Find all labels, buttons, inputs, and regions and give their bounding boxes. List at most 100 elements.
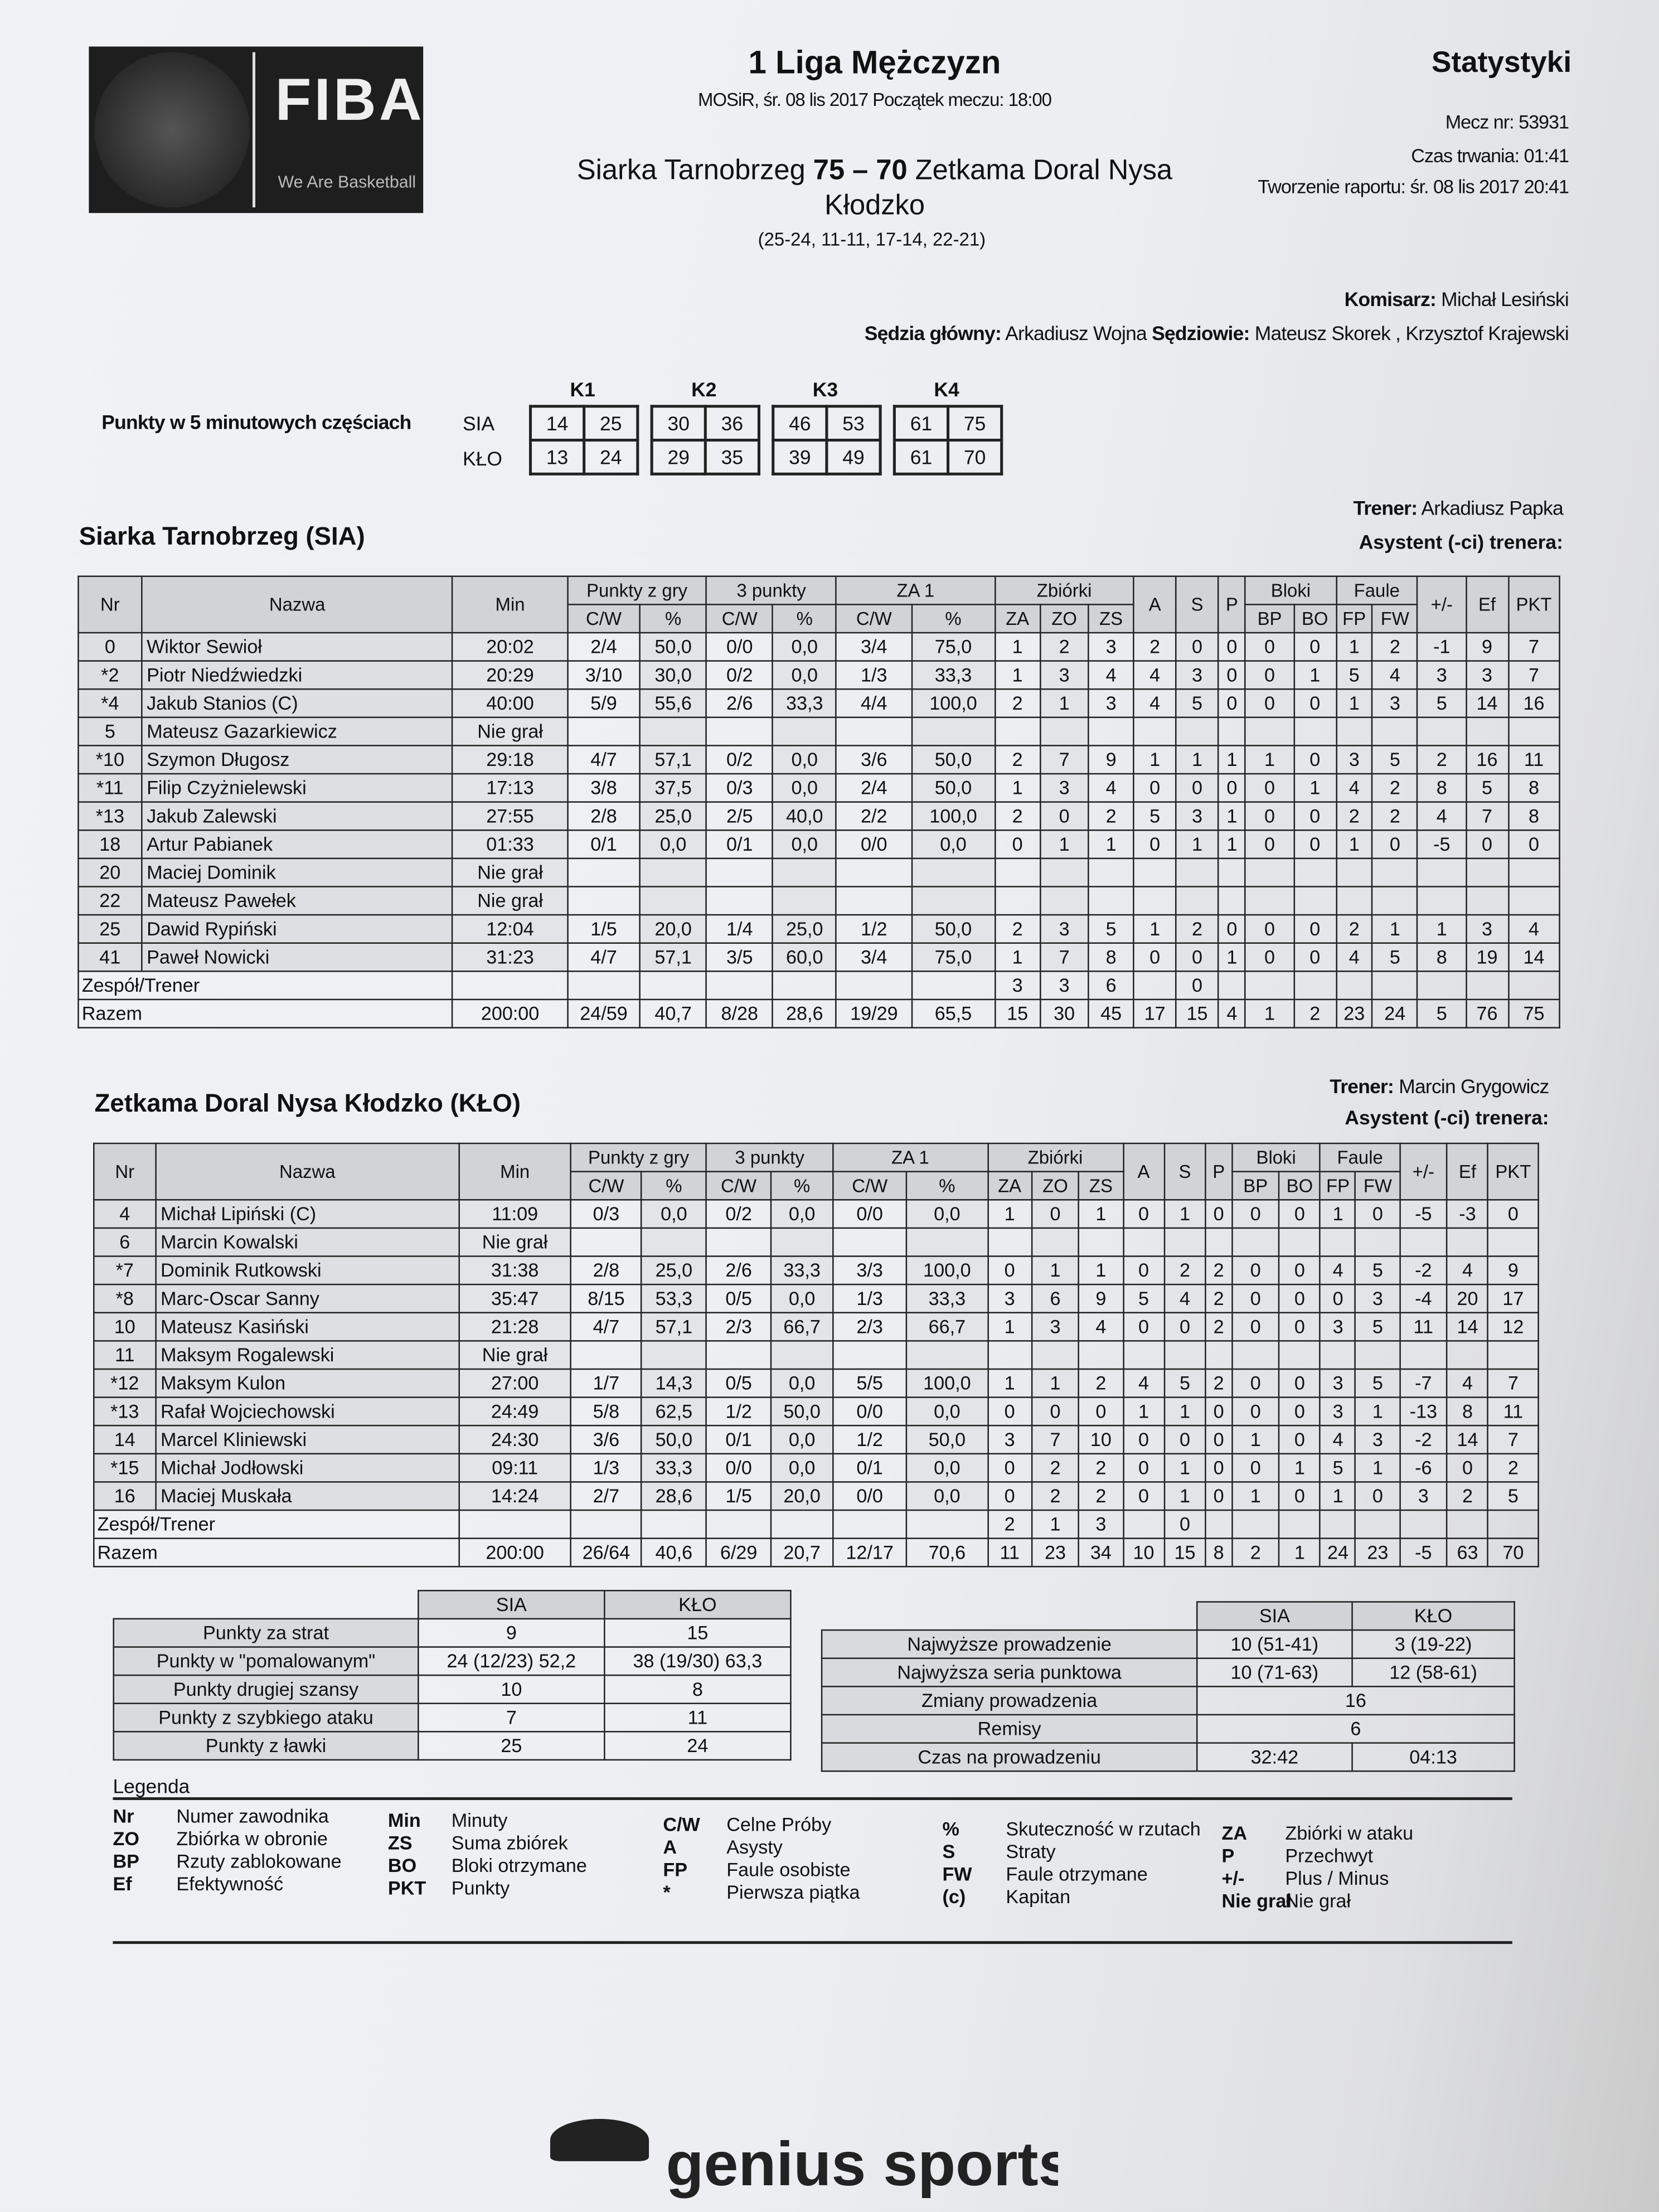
legend-key: ZA: [1221, 1822, 1248, 1844]
stat-cell: 2: [1371, 801, 1419, 831]
legend-text: Straty: [1006, 1841, 1056, 1862]
column-subheader: BP: [1244, 604, 1295, 634]
total-cell: 2: [1231, 1537, 1280, 1568]
stat-cell: 10: [1078, 1424, 1124, 1455]
column-header: PKT: [1487, 1142, 1539, 1201]
stat-cell: [1031, 1340, 1080, 1370]
stat-cell: 3: [987, 1283, 1033, 1313]
summary-row: Czas na prowadzeniu 32:42 04:13: [821, 1742, 1515, 1772]
stat-cell: 0: [1244, 632, 1295, 662]
stat-cell: 0/0: [832, 1481, 908, 1511]
stat-cell: [1371, 971, 1419, 1001]
stat-cell: 4: [1163, 1283, 1206, 1313]
stat-cell: [770, 1340, 834, 1370]
score-line: Siarka Tarnobrzeg 75 – 70 Zetkama Doral …: [543, 154, 1206, 225]
stat-cell: [1175, 857, 1219, 887]
stat-cell: 1: [987, 1199, 1033, 1229]
stat-cell: 2/7: [570, 1481, 643, 1511]
stat-cell: 0/0: [832, 1396, 908, 1427]
stat-cell: *4: [77, 688, 143, 719]
row-label: Remisy: [821, 1714, 1198, 1744]
player-name: Dawid Rypiński: [140, 914, 454, 944]
stat-cell: *13: [77, 801, 143, 831]
stat-cell: [1487, 1227, 1539, 1257]
stat-table: Nr Nazwa Min Punkty z gry 3 punkty ZA 1 Zbiórk…: [77, 575, 1560, 1029]
header-row: SIA KŁO: [822, 1601, 1515, 1631]
value: 30: [650, 405, 707, 442]
legend-text: Plus / Minus: [1285, 1867, 1389, 1889]
legend-key: ZS: [387, 1832, 413, 1854]
stat-cell: 0: [1122, 1199, 1165, 1229]
stat-cell: 2: [1205, 1312, 1233, 1342]
group-header: ZA 1: [832, 1142, 988, 1172]
stat-cell: 0: [1205, 1453, 1233, 1483]
stat-cell: 0: [1278, 1255, 1321, 1286]
stat-cell: 7: [1487, 1424, 1539, 1455]
stat-cell: 17:13: [452, 773, 569, 803]
value: 61: [892, 439, 950, 476]
league: 1 Liga Mężczyzn: [748, 43, 1001, 81]
stat-cell: [1320, 1340, 1357, 1370]
stat-cell: 1: [1335, 688, 1373, 719]
stat-cell: [1507, 886, 1560, 916]
stat-cell: 20:02: [452, 632, 569, 662]
totals-row: Razem 200:00 24/59 40,7 8/28 28,6 19/29 65,5 15 3…: [77, 998, 1560, 1029]
logo-tagline: We Are Basketball: [278, 172, 416, 192]
five-min-box: 61 75 61 70: [892, 405, 1003, 476]
stat-cell: 3/6: [570, 1424, 643, 1455]
stat-cell: [1231, 1509, 1280, 1539]
stat-cell: 0: [1355, 1199, 1401, 1229]
stat-cell: 19: [1465, 942, 1509, 972]
stat-cell: 0: [987, 1453, 1033, 1483]
stat-cell: 4: [1320, 1424, 1357, 1455]
stat-cell: [1163, 1227, 1206, 1257]
group-header: Bloki: [1231, 1142, 1321, 1172]
stat-cell: [1465, 886, 1509, 916]
stat-cell: [1217, 886, 1246, 916]
stat-cell: 1: [1163, 1481, 1206, 1511]
stat-cell: 1: [994, 773, 1041, 803]
value: 32:42: [1196, 1742, 1353, 1772]
stat-cell: [987, 1340, 1033, 1370]
stat-cell: 3: [1355, 1283, 1401, 1313]
column-header: +/-: [1399, 1142, 1448, 1201]
legend-item: C/W Celne Próby: [663, 1814, 831, 1836]
stat-cell: 4/7: [570, 1312, 643, 1342]
stat-cell: 0,0: [905, 1396, 988, 1427]
legend-item: Nr Numer zawodnika: [113, 1806, 328, 1828]
value: 46: [772, 405, 828, 442]
stat-cell: 7: [1507, 660, 1560, 690]
column-header: KŁO: [604, 1589, 792, 1620]
stat-cell: -5: [1399, 1199, 1448, 1229]
assistant-label: Asystent (-ci) trenera:: [1345, 1105, 1549, 1129]
stat-cell: [1122, 1340, 1165, 1370]
stat-cell: [770, 1509, 834, 1539]
legend-item: ZO Zbiórka w obronie: [113, 1828, 327, 1851]
legend-item: BP Rzuty zablokowane: [113, 1851, 341, 1873]
stat-cell: 3: [987, 1424, 1033, 1455]
stat-cell: 1: [987, 1368, 1033, 1398]
stat-cell: 57,1: [639, 745, 707, 775]
stat-cell: 0,0: [772, 829, 837, 860]
stat-cell: 0: [1122, 1312, 1165, 1342]
stat-cell: 14: [1446, 1424, 1489, 1455]
stat-cell: 0: [1163, 1424, 1206, 1455]
stat-cell: 0: [1278, 1481, 1321, 1511]
stat-cell: 1: [1320, 1199, 1357, 1229]
player-name: Michał Jodłowski: [154, 1453, 460, 1483]
team-row: Zespół/Trener 2 1 3 0: [93, 1509, 1539, 1539]
player-row: 22 Mateusz Pawełek Nie grał: [77, 886, 1560, 916]
player-name: Maciej Dominik: [140, 857, 454, 887]
player-row: *13 Jakub Zalewski 27:55 2/8 25,0 2/5 40,0 2/2 1…: [77, 801, 1560, 831]
stat-cell: 50,0: [639, 632, 707, 662]
row-label: Punkty za strat: [113, 1618, 419, 1648]
column-header: +/-: [1417, 575, 1467, 634]
legend-text: Przechwyt: [1285, 1845, 1373, 1866]
stat-cell: [1399, 1340, 1448, 1370]
player-name: Wiktor Sewioł: [140, 632, 454, 662]
stat-cell: 57,1: [639, 942, 707, 972]
player-row: *10 Szymon Długosz 29:18 4/7 57,1 0/2 0,0 3/6 50…: [77, 745, 1560, 775]
total-cell: 19/29: [835, 998, 913, 1029]
stat-cell: 10: [93, 1312, 157, 1342]
stat-cell: [1278, 1340, 1321, 1370]
